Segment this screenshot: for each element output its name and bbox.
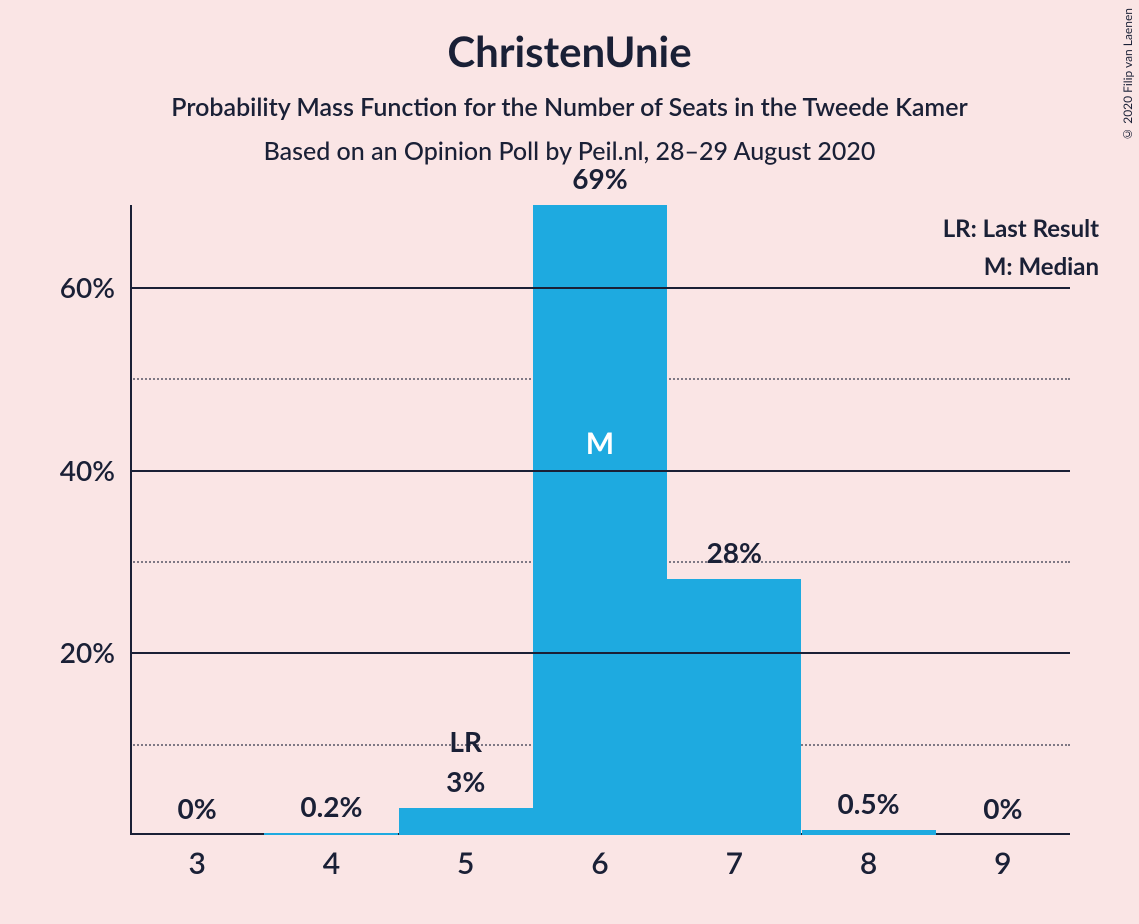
- bar-slot: 28%: [667, 579, 801, 835]
- x-tick-label: 6: [533, 845, 667, 881]
- marker-m: M: [586, 425, 614, 461]
- bar-value-label: 0.2%: [300, 789, 362, 823]
- bar-value-label: 69%: [572, 161, 627, 195]
- y-tick-label: 60%: [60, 270, 115, 304]
- x-tick-label: 3: [130, 845, 264, 881]
- chart-area: 20%40%60% 0%0.2%3%LR69%M28%0.5%0% 345678…: [130, 205, 1070, 835]
- gridline-major: [130, 470, 1070, 472]
- bar-value-label: 0%: [178, 791, 217, 825]
- x-tick-label: 8: [802, 845, 936, 881]
- bar-value-label: 28%: [707, 535, 762, 569]
- chart-subtitle-1: Probability Mass Function for the Number…: [0, 92, 1139, 122]
- bar: 0.2%: [264, 833, 398, 835]
- bar-slot: 3%LR: [399, 808, 533, 835]
- bar-value-label: 0%: [983, 791, 1022, 825]
- bar: 69%M: [533, 205, 667, 835]
- bar: 3%LR: [399, 808, 533, 835]
- gridline-major: [130, 287, 1070, 289]
- marker-lr: LR: [449, 724, 482, 758]
- y-tick-label: 40%: [60, 453, 115, 487]
- bars: 0%0.2%3%LR69%M28%0.5%0%: [130, 205, 1070, 835]
- chart-container: ChristenUnie Probability Mass Function f…: [0, 0, 1139, 924]
- bar-value-label: 3%: [446, 764, 485, 798]
- bar-slot: 0.5%: [802, 830, 936, 835]
- x-tick-label: 7: [667, 845, 801, 881]
- bar: 28%: [667, 579, 801, 835]
- y-tick-label: 20%: [60, 635, 115, 669]
- x-axis-labels: 3456789: [130, 845, 1070, 881]
- bar-slot: 0.2%: [264, 833, 398, 835]
- bar-value-label: 0.5%: [838, 786, 900, 820]
- bar-slot: 69%M: [533, 205, 667, 835]
- copyright-text: © 2020 Filip van Laenen: [1120, 8, 1135, 142]
- x-tick-label: 9: [936, 845, 1070, 881]
- gridline-major: [130, 652, 1070, 654]
- chart-subtitle-2: Based on an Opinion Poll by Peil.nl, 28–…: [0, 136, 1139, 166]
- bar: 0.5%: [802, 830, 936, 835]
- chart-title: ChristenUnie: [0, 0, 1139, 76]
- x-tick-label: 4: [264, 845, 398, 881]
- x-tick-label: 5: [399, 845, 533, 881]
